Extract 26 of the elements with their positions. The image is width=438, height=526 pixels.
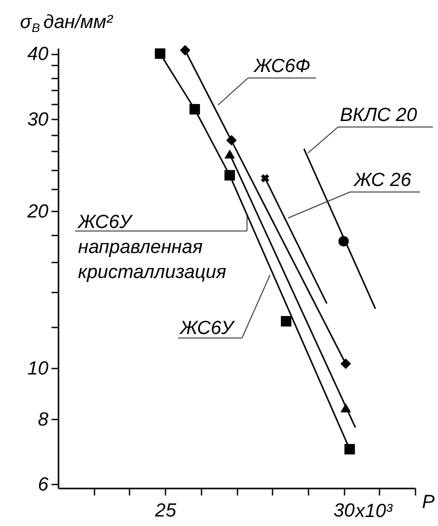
text: ЖС6У <box>179 318 236 339</box>
text: ЖС6Ф <box>253 56 310 77</box>
point <box>280 316 292 327</box>
point <box>340 358 351 369</box>
y-tick-label: 6 <box>38 474 49 496</box>
point <box>226 135 237 146</box>
point <box>154 48 166 59</box>
x-axis-title: P <box>422 492 435 513</box>
text: ЖС 26 <box>353 170 412 191</box>
y-tick-label: 20 <box>26 201 49 222</box>
y-tick-label: 40 <box>27 44 49 66</box>
y-tick-label: 8 <box>38 409 49 430</box>
x-tick-label: 25 <box>154 500 177 522</box>
point <box>224 170 235 181</box>
y-tick-label: 30 <box>27 109 49 130</box>
point <box>340 403 351 412</box>
point <box>189 104 200 115</box>
point <box>338 236 349 246</box>
point <box>180 44 190 56</box>
text: ВКЛС 20 <box>340 105 418 126</box>
point <box>260 174 270 182</box>
y-tick-label: 10 <box>27 358 49 380</box>
point <box>344 444 355 454</box>
text: x10³ <box>354 501 394 522</box>
point <box>224 149 235 159</box>
series-label: ЖС6У направленная кристаллизация <box>77 212 226 283</box>
